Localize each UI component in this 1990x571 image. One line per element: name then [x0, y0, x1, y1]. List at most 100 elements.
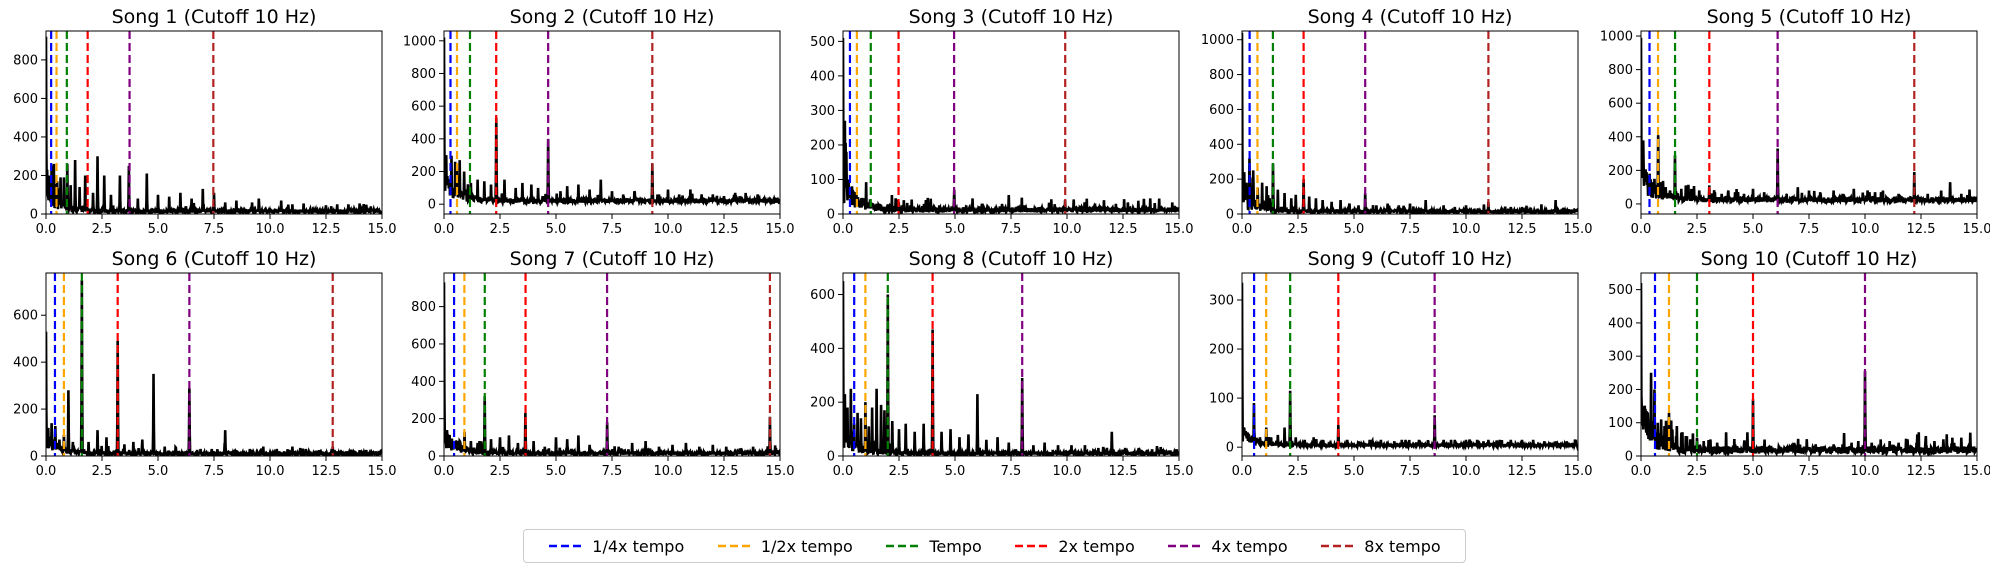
x-tick-label: 12.5	[312, 464, 341, 479]
chart-title: Song 3 (Cutoff 10 Hz)	[909, 6, 1114, 28]
legend-label: 1/4x tempo	[592, 536, 685, 556]
y-tick-label: 0	[827, 450, 835, 465]
y-tick-label: 600	[13, 309, 38, 324]
series-line	[1641, 37, 1977, 207]
chart-title: Song 7 (Cutoff 10 Hz)	[510, 248, 715, 270]
y-tick-label: 300	[1209, 293, 1234, 308]
legend-swatch	[1321, 544, 1354, 548]
x-tick-label: 2.5	[889, 464, 910, 479]
x-tick-label: 5.0	[148, 222, 169, 237]
y-tick-label: 1000	[1201, 33, 1234, 48]
y-tick-label: 0	[1625, 197, 1633, 212]
legend-swatch	[1168, 544, 1201, 548]
y-tick-label: 300	[810, 104, 835, 119]
x-tick-label: 12.5	[312, 222, 341, 237]
x-tick-label: 5.0	[148, 464, 169, 479]
y-tick-label: 400	[411, 375, 436, 390]
x-tick-label: 0.0	[1232, 222, 1253, 237]
y-tick-label: 600	[810, 288, 835, 303]
x-tick-label: 12.5	[710, 222, 739, 237]
legend-label: 2x tempo	[1058, 536, 1135, 556]
x-tick-label: 2.5	[92, 464, 113, 479]
y-tick-label: 0	[428, 450, 436, 465]
chart-title: Song 6 (Cutoff 10 Hz)	[112, 248, 317, 270]
legend-item: 1/4x tempo	[548, 537, 684, 556]
series-line	[444, 37, 780, 208]
y-tick-label: 400	[13, 356, 38, 371]
x-tick-label: 12.5	[1109, 222, 1138, 237]
y-tick-label: 600	[1608, 97, 1633, 112]
series-line	[843, 281, 1179, 456]
y-tick-label: 100	[1209, 392, 1234, 407]
chart-title: Song 8 (Cutoff 10 Hz)	[909, 248, 1114, 270]
x-tick-label: 7.5	[1799, 222, 1820, 237]
x-tick-label: 7.5	[1400, 222, 1421, 237]
x-tick-label: 15.0	[1963, 222, 1990, 237]
series-line	[1242, 32, 1578, 214]
series-line	[843, 37, 1179, 214]
x-tick-label: 15.0	[368, 222, 397, 237]
x-tick-label: 5.0	[1344, 222, 1365, 237]
chart-title: Song 5 (Cutoff 10 Hz)	[1707, 6, 1912, 28]
chart-panel-10: Song 10 (Cutoff 10 Hz) 0.0 2.5 5.0 7.5 10.0 12…	[1608, 248, 1990, 479]
x-tick-label: 10.0	[1851, 222, 1880, 237]
x-tick-label: 2.5	[1288, 222, 1309, 237]
x-tick-label: 10.0	[654, 222, 683, 237]
x-tick-label: 5.0	[1743, 464, 1764, 479]
x-tick-label: 7.5	[1001, 222, 1022, 237]
x-tick-label: 10.0	[256, 222, 285, 237]
x-tick-label: 0.0	[434, 222, 455, 237]
chart-title: Song 4 (Cutoff 10 Hz)	[1308, 6, 1513, 28]
x-tick-label: 7.5	[1001, 464, 1022, 479]
y-tick-label: 300	[1608, 350, 1633, 365]
axes-frame	[1241, 272, 1579, 457]
x-tick-label: 0.0	[833, 464, 854, 479]
y-tick-label: 400	[411, 132, 436, 147]
y-tick-label: 400	[1608, 316, 1633, 331]
x-tick-label: 15.0	[1165, 222, 1194, 237]
y-tick-label: 100	[1608, 416, 1633, 431]
y-tick-label: 0	[1226, 441, 1234, 456]
legend-label: 4x tempo	[1211, 536, 1288, 556]
x-tick-label: 0.0	[434, 464, 455, 479]
y-tick-label: 600	[13, 92, 38, 107]
y-tick-label: 800	[1608, 63, 1633, 78]
chart-title: Song 9 (Cutoff 10 Hz)	[1308, 248, 1513, 270]
x-tick-label: 2.5	[92, 222, 113, 237]
y-tick-label: 500	[1608, 283, 1633, 298]
legend-swatch	[549, 544, 582, 548]
legend-item: 4x tempo	[1167, 536, 1288, 556]
x-tick-label: 12.5	[1508, 222, 1537, 237]
y-tick-label: 200	[13, 403, 38, 418]
y-tick-label: 400	[810, 342, 835, 357]
y-tick-label: 100	[810, 173, 835, 188]
chart-title: Song 10 (Cutoff 10 Hz)	[1701, 248, 1918, 270]
y-tick-label: 600	[411, 337, 436, 352]
y-tick-label: 500	[810, 35, 835, 50]
y-tick-label: 600	[411, 100, 436, 115]
chart-panel-8: Song 8 (Cutoff 10 Hz) 0.0 2.5 5.0 7.5 10.0 12.…	[810, 248, 1193, 479]
y-tick-label: 200	[1608, 164, 1633, 179]
x-tick-label: 15.0	[1564, 222, 1593, 237]
x-tick-label: 0.0	[1232, 464, 1253, 479]
x-tick-label: 7.5	[1400, 464, 1421, 479]
legend-item: 2x tempo	[1014, 536, 1135, 556]
chart-panel-6: Song 6 (Cutoff 10 Hz) 0.0 2.5 5.0 7.5 10.0 12.…	[13, 248, 396, 479]
chart-panel-3: Song 3 (Cutoff 10 Hz) 0.0 2.5 5.0 7.5 10.0 12.…	[810, 6, 1193, 237]
legend-label: 8x tempo	[1364, 536, 1441, 556]
x-tick-label: 7.5	[204, 464, 225, 479]
legend-item: Tempo	[885, 536, 982, 556]
y-tick-label: 400	[13, 130, 38, 145]
x-tick-label: 5.0	[546, 222, 567, 237]
x-tick-label: 10.0	[1452, 464, 1481, 479]
y-tick-label: 200	[411, 165, 436, 180]
legend-label: Tempo	[929, 536, 982, 556]
legend-swatch	[886, 544, 919, 548]
x-tick-label: 10.0	[256, 464, 285, 479]
y-tick-label: 0	[1226, 208, 1234, 223]
legend: 1/4x tempo 1/2x tempo Tempo 2x tempo 4x temp…	[523, 529, 1466, 563]
x-tick-label: 2.5	[490, 464, 511, 479]
y-tick-label: 0	[827, 208, 835, 223]
x-tick-label: 5.0	[945, 222, 966, 237]
x-tick-label: 0.0	[36, 222, 57, 237]
